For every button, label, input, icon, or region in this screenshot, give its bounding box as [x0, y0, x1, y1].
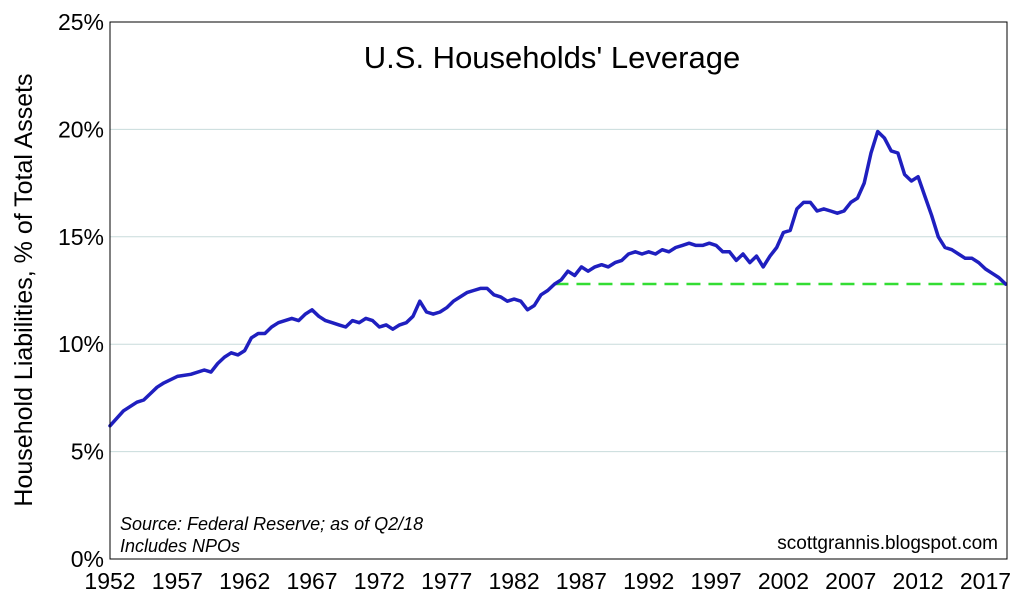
x-tick-label-1967: 1967 — [286, 568, 337, 594]
blog-credit: scottgrannis.blogspot.com — [777, 533, 998, 554]
source-note: Source: Federal Reserve; as of Q2/18 — [120, 514, 423, 534]
x-tick-label-1987: 1987 — [556, 568, 607, 594]
y-tick-label-0: 0% — [71, 546, 104, 572]
x-tick-label-1982: 1982 — [488, 568, 539, 594]
plot-background — [110, 22, 1007, 559]
x-tick-labels: 1952 1957 1962 1967 1972 1977 1982 1987 1992 1997… — [84, 568, 1011, 594]
plot-frame — [109, 21, 1008, 560]
x-tick-label-1952: 1952 — [84, 568, 135, 594]
x-tick-label-2017: 2017 — [960, 568, 1011, 594]
y-tick-label-20: 20% — [58, 116, 104, 142]
y-tick-label-10: 10% — [58, 331, 104, 357]
gridlines — [110, 128, 1007, 453]
x-tick-label-1977: 1977 — [421, 568, 472, 594]
series-group — [108, 129, 1008, 428]
x-tick-label-2012: 2012 — [893, 568, 944, 594]
x-tick-label-1962: 1962 — [219, 568, 270, 594]
x-tick-label-1972: 1972 — [354, 568, 405, 594]
x-tick-label-1992: 1992 — [623, 568, 674, 594]
y-tick-label-25: 25% — [58, 9, 104, 35]
y-tick-label-15: 15% — [58, 224, 104, 250]
y-tick-label-5: 5% — [71, 439, 104, 465]
x-tick-label-1997: 1997 — [690, 568, 741, 594]
npo-note: Includes NPOs — [120, 536, 240, 556]
chart-title: U.S. Households' Leverage — [364, 40, 740, 75]
x-tick-label-2007: 2007 — [825, 568, 876, 594]
y-tick-labels: 0% 5% 10% 15% 20% 25% — [58, 9, 104, 572]
y-axis-label: Household Liabilities, % of Total Assets — [10, 73, 38, 506]
x-tick-label-2002: 2002 — [758, 568, 809, 594]
x-tick-label-1957: 1957 — [152, 568, 203, 594]
series-line-0 — [108, 129, 1008, 428]
